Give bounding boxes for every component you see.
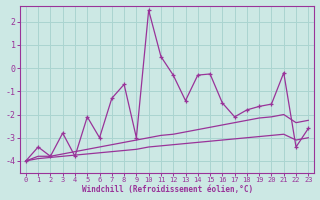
- X-axis label: Windchill (Refroidissement éolien,°C): Windchill (Refroidissement éolien,°C): [82, 185, 253, 194]
